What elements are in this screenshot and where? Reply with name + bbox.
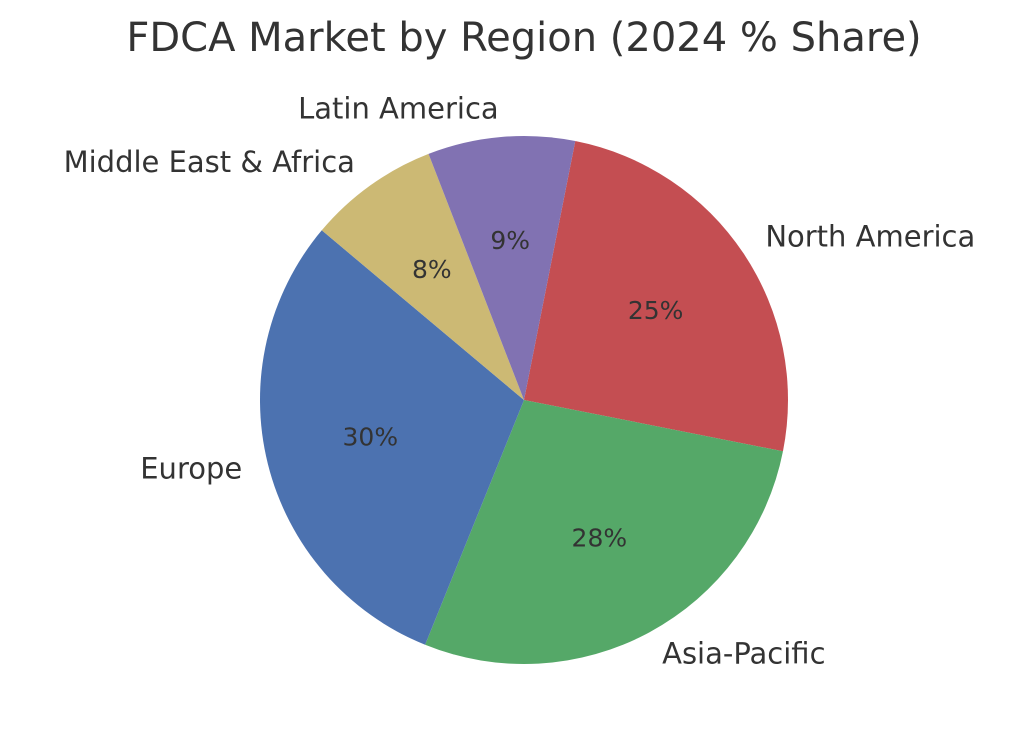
slice-label: North America [765,219,975,253]
pie-slice [260,230,524,645]
pie-slice [321,153,524,400]
percent-label: 28% [572,523,628,552]
chart-title: FDCA Market by Region (2024 % Share) [126,15,921,61]
percent-label: 25% [628,296,684,325]
percent-label: 8% [412,255,452,284]
slice-label: Middle East & Africa [64,145,355,179]
slice-label: Latin America [298,92,499,126]
pie-slice [425,400,783,664]
slice-label: Europe [140,451,242,485]
pie-slice [524,141,788,452]
pie-slice [428,136,576,400]
slice-label: Asia-Pacific [662,636,825,670]
percent-label: 9% [490,226,530,255]
percent-label: 30% [343,422,399,451]
